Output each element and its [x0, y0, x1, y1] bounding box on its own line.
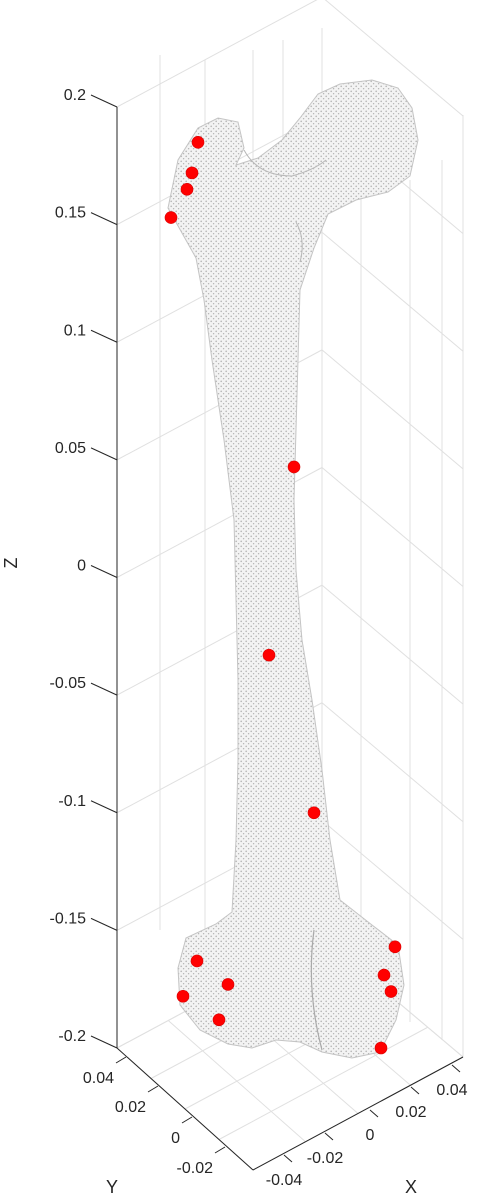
z-axis-label: Z — [1, 558, 21, 569]
z-tick-label: 0 — [77, 558, 86, 575]
x-tick-label: -0.04 — [266, 1172, 303, 1189]
x-tick — [410, 1086, 420, 1095]
z-tick-label: -0.05 — [50, 675, 87, 692]
y-tick — [115, 1056, 127, 1064]
z-tick — [90, 94, 118, 108]
z-tick — [90, 329, 118, 343]
landmark-point — [191, 135, 205, 149]
y-tick — [181, 1116, 193, 1124]
tick-labels: 0.20.150.10.050-0.05-0.1-0.15-0.20.040.0… — [50, 87, 468, 1189]
z-tick — [90, 800, 118, 814]
grid-line — [321, 584, 464, 705]
z-tick — [90, 565, 118, 578]
grid-line — [324, 0, 464, 117]
grid-line — [321, 819, 464, 940]
axes — [90, 94, 464, 1171]
bone-contour — [310, 929, 323, 1051]
bone-contour — [243, 149, 327, 177]
z-tick-label: -0.15 — [50, 910, 87, 927]
landmark-markers — [164, 135, 402, 1055]
x-tick-label: -0.02 — [307, 1150, 344, 1167]
landmark-point — [180, 183, 194, 196]
y-axis-line — [116, 1047, 254, 1171]
x-axis-label: X — [405, 1177, 417, 1197]
landmark-point — [212, 1013, 226, 1027]
landmark-point — [190, 954, 204, 968]
landmark-point — [388, 940, 402, 954]
x-tick — [324, 1132, 334, 1141]
x-tick-label: 0.04 — [436, 1082, 467, 1099]
landmark-point — [221, 978, 235, 991]
x-tick — [283, 1154, 293, 1163]
y-tick-label: -0.02 — [177, 1160, 214, 1177]
landmark-point — [384, 985, 398, 998]
grid-line — [321, 231, 464, 352]
y-tick-label: 0.02 — [115, 1099, 146, 1116]
z-tick-label: 0.15 — [55, 205, 86, 222]
x-axis-line — [252, 1056, 464, 1171]
z-tick — [90, 212, 118, 226]
landmark-point — [307, 806, 321, 820]
bone-surface — [167, 79, 419, 1059]
landmark-point — [377, 968, 391, 982]
x-tick — [369, 1109, 379, 1118]
y-axis-label: Y — [106, 1177, 118, 1197]
z-tick-label: -0.2 — [58, 1028, 86, 1045]
z-tick-label: 0.2 — [64, 87, 86, 104]
z-tick-label: 0.1 — [64, 322, 86, 339]
landmark-point — [374, 1041, 388, 1055]
landmark-point — [287, 460, 301, 474]
x-tick-label: 0 — [366, 1127, 375, 1144]
x-tick — [451, 1064, 461, 1073]
grid-line — [116, 0, 318, 108]
grid-line — [321, 349, 464, 470]
bone-point-cloud — [167, 79, 419, 1059]
z-tick-label: -0.1 — [58, 793, 86, 810]
grid-line — [321, 702, 464, 823]
landmark-point — [176, 989, 190, 1003]
landmark-point — [262, 648, 276, 662]
y-tick-label: 0.04 — [83, 1070, 114, 1087]
x-tick-label: 0.02 — [395, 1104, 426, 1121]
z-tick-label: 0.05 — [55, 440, 86, 457]
y-tick-label: 0 — [171, 1130, 180, 1147]
landmark-point — [164, 211, 178, 224]
y-tick — [147, 1085, 159, 1093]
grid-line — [321, 467, 464, 587]
y-tick — [214, 1146, 226, 1154]
z-tick — [90, 917, 118, 931]
z-tick — [90, 682, 118, 696]
bone-contour — [295, 221, 303, 263]
z-tick — [90, 1035, 118, 1049]
grid-line — [218, 1026, 428, 1140]
landmark-point — [185, 166, 199, 180]
z-tick — [90, 447, 118, 461]
